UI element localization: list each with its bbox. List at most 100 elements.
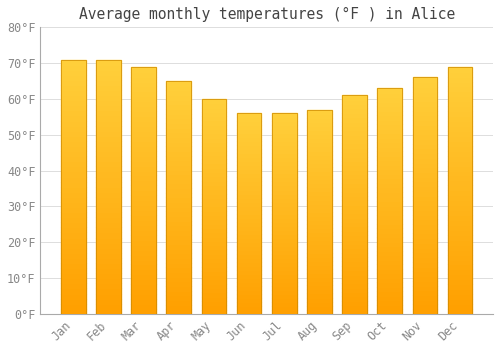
Bar: [166, 104, 191, 109]
Bar: [307, 281, 332, 285]
Bar: [131, 126, 156, 131]
Bar: [166, 188, 191, 193]
Bar: [448, 270, 472, 274]
Bar: [237, 310, 262, 314]
Bar: [342, 183, 367, 187]
Bar: [131, 230, 156, 235]
Bar: [96, 207, 120, 212]
Bar: [96, 263, 120, 268]
Bar: [237, 129, 262, 133]
Bar: [448, 200, 472, 205]
Bar: [307, 289, 332, 293]
Bar: [412, 130, 438, 134]
Bar: [131, 304, 156, 309]
Bar: [131, 146, 156, 151]
Bar: [61, 85, 86, 90]
Bar: [61, 176, 86, 182]
Bar: [166, 141, 191, 146]
Bar: [131, 279, 156, 284]
Bar: [61, 222, 86, 228]
Bar: [166, 211, 191, 216]
Bar: [61, 197, 86, 202]
Bar: [448, 205, 472, 210]
Bar: [96, 110, 120, 116]
Bar: [307, 204, 332, 208]
Bar: [237, 266, 262, 270]
Bar: [131, 67, 156, 314]
Bar: [378, 93, 402, 97]
Bar: [272, 149, 296, 153]
Bar: [237, 121, 262, 125]
Bar: [412, 257, 438, 262]
Bar: [448, 151, 472, 156]
Bar: [378, 156, 402, 160]
Bar: [166, 81, 191, 314]
Bar: [272, 238, 296, 241]
Bar: [272, 278, 296, 282]
Bar: [61, 172, 86, 176]
Bar: [412, 162, 438, 167]
Bar: [61, 258, 86, 263]
Bar: [237, 113, 262, 314]
Bar: [448, 186, 472, 190]
Bar: [131, 294, 156, 299]
Bar: [96, 222, 120, 228]
Bar: [96, 126, 120, 131]
Bar: [131, 67, 156, 72]
Bar: [61, 248, 86, 253]
Bar: [61, 100, 86, 105]
Bar: [342, 187, 367, 191]
Bar: [272, 302, 296, 306]
Bar: [237, 282, 262, 286]
Bar: [412, 158, 438, 162]
Bar: [307, 298, 332, 302]
Bar: [272, 234, 296, 238]
Bar: [96, 288, 120, 294]
Bar: [342, 301, 367, 305]
Bar: [61, 80, 86, 85]
Bar: [378, 233, 402, 237]
Bar: [272, 129, 296, 133]
Bar: [378, 111, 402, 115]
Bar: [237, 254, 262, 258]
Bar: [307, 306, 332, 310]
Bar: [307, 191, 332, 195]
Bar: [448, 161, 472, 166]
Bar: [131, 77, 156, 82]
Bar: [342, 170, 367, 174]
Bar: [448, 82, 472, 86]
Bar: [166, 165, 191, 169]
Bar: [202, 146, 226, 150]
Bar: [131, 190, 156, 195]
Bar: [307, 236, 332, 240]
Bar: [307, 142, 332, 146]
Bar: [131, 250, 156, 254]
Bar: [96, 243, 120, 248]
Bar: [448, 141, 472, 146]
Bar: [307, 110, 332, 314]
Bar: [448, 111, 472, 116]
Bar: [272, 189, 296, 194]
Bar: [202, 133, 226, 138]
Bar: [166, 114, 191, 118]
Bar: [96, 212, 120, 217]
Bar: [131, 259, 156, 265]
Bar: [307, 293, 332, 298]
Bar: [307, 257, 332, 261]
Bar: [202, 292, 226, 297]
Bar: [307, 224, 332, 228]
Bar: [96, 172, 120, 176]
Bar: [272, 113, 296, 117]
Bar: [96, 136, 120, 141]
Bar: [61, 232, 86, 238]
Bar: [237, 166, 262, 169]
Bar: [131, 72, 156, 77]
Title: Average monthly temperatures (°F ) in Alice: Average monthly temperatures (°F ) in Al…: [78, 7, 455, 22]
Bar: [412, 201, 438, 205]
Bar: [131, 270, 156, 274]
Bar: [448, 284, 472, 289]
Bar: [96, 95, 120, 100]
Bar: [307, 179, 332, 183]
Bar: [342, 270, 367, 274]
Bar: [131, 82, 156, 86]
